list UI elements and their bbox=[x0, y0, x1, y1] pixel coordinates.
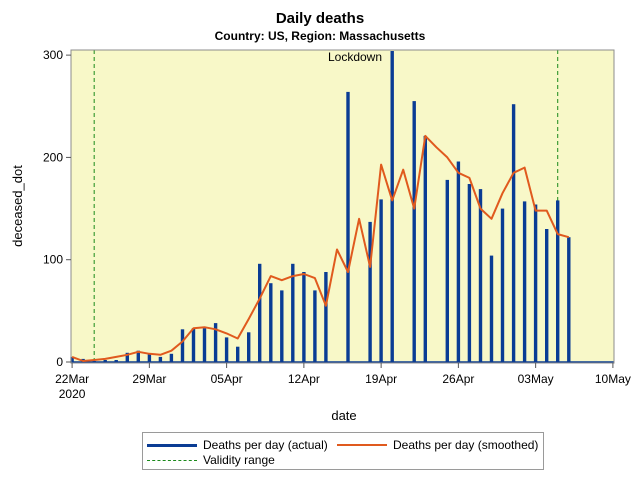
lockdown-annotation: Lockdown bbox=[328, 50, 382, 64]
chart-title: Daily deaths bbox=[275, 10, 365, 27]
bar bbox=[269, 283, 273, 362]
bar bbox=[158, 356, 163, 362]
bar bbox=[511, 104, 516, 362]
bar bbox=[478, 189, 483, 362]
bar bbox=[456, 161, 461, 362]
bar bbox=[302, 272, 306, 362]
bar bbox=[258, 263, 262, 362]
bar bbox=[114, 360, 118, 362]
bar bbox=[567, 237, 571, 362]
legend-item-validity: Validity range bbox=[147, 453, 275, 467]
bar bbox=[379, 199, 383, 362]
x-tick-label: 12Apr bbox=[288, 372, 320, 386]
y-axis-label: deceased_dot bbox=[10, 165, 25, 247]
bar bbox=[169, 353, 174, 362]
bar bbox=[556, 200, 560, 362]
plot-background bbox=[71, 50, 614, 363]
x-tick-label: 03May bbox=[518, 372, 554, 386]
bar bbox=[445, 179, 449, 362]
legend: Deaths per day (actual) Deaths per day (… bbox=[142, 432, 544, 470]
bar bbox=[180, 329, 185, 362]
bar bbox=[533, 204, 538, 362]
bar bbox=[103, 360, 107, 362]
bar bbox=[412, 101, 416, 362]
smoothed-line bbox=[71, 134, 570, 362]
x-tick-label: 10May bbox=[595, 372, 631, 386]
bar bbox=[489, 255, 494, 362]
bar bbox=[545, 229, 549, 362]
bar bbox=[247, 332, 251, 362]
bar bbox=[191, 328, 196, 362]
legend-label-validity: Validity range bbox=[203, 453, 275, 467]
bar bbox=[236, 346, 240, 362]
bar bbox=[291, 263, 295, 362]
bar bbox=[390, 51, 394, 362]
legend-swatch-validity bbox=[147, 459, 197, 461]
bar bbox=[423, 135, 427, 362]
bar bbox=[500, 208, 505, 362]
bar bbox=[136, 350, 140, 362]
x-tick-label: 29Mar bbox=[132, 372, 166, 386]
legend-label-actual: Deaths per day (actual) bbox=[203, 438, 328, 452]
bar bbox=[467, 184, 472, 362]
bar bbox=[92, 361, 96, 362]
bar bbox=[368, 221, 372, 362]
y-tick-label: 0 bbox=[56, 355, 63, 369]
legend-item-actual: Deaths per day (actual) bbox=[147, 438, 328, 452]
y-tick-label: 300 bbox=[43, 48, 63, 62]
chart-subtitle: Country: US, Region: Massachusetts bbox=[214, 29, 426, 43]
bar bbox=[324, 272, 328, 362]
bar bbox=[125, 352, 129, 362]
legend-label-smoothed: Deaths per day (smoothed) bbox=[393, 438, 539, 452]
bar bbox=[213, 323, 218, 362]
x-tick-label: 26Apr bbox=[442, 372, 474, 386]
y-tick-label: 200 bbox=[43, 150, 63, 164]
x-tick-label: 22Mar bbox=[55, 372, 89, 386]
plot-frame bbox=[70, 49, 615, 364]
x-tick-label: 05Apr bbox=[211, 372, 243, 386]
bar bbox=[147, 353, 152, 362]
x-axis-label: date bbox=[331, 408, 356, 423]
y-tick-label: 100 bbox=[43, 253, 63, 267]
legend-swatch-smoothed bbox=[337, 444, 387, 446]
legend-item-smoothed: Deaths per day (smoothed) bbox=[337, 438, 538, 452]
bar bbox=[313, 290, 317, 362]
bar bbox=[522, 201, 527, 362]
legend-swatch-actual bbox=[147, 443, 197, 447]
chart: Lockdown date deceased_dot 0 100 200 300 22M… bbox=[10, 48, 631, 423]
x-tick-label: 2020 bbox=[59, 387, 86, 401]
x-tick-label: 19Apr bbox=[365, 372, 397, 386]
bar bbox=[346, 91, 350, 363]
bar bbox=[224, 337, 229, 362]
bar bbox=[202, 328, 207, 362]
bar bbox=[280, 290, 284, 362]
bar bbox=[70, 356, 74, 362]
